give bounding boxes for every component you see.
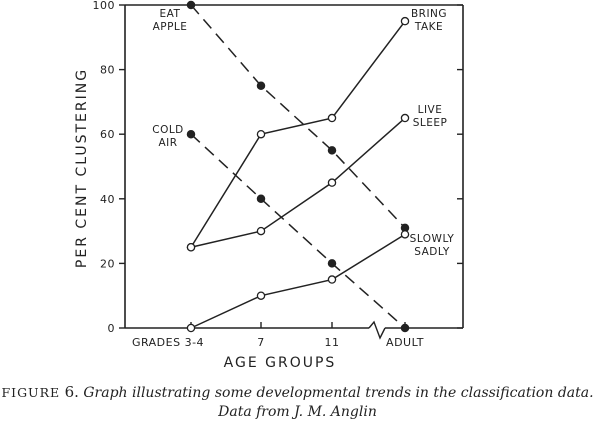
figure-caption: FIGURE 6. Graph illustrating some develo…	[0, 383, 595, 422]
y-axis-title: PER CENT CLUSTERING	[74, 68, 90, 268]
series-line	[190, 4, 406, 229]
y-tick-label: 0	[108, 322, 116, 335]
x-tick-label: ADULT	[386, 336, 424, 349]
data-point	[256, 291, 266, 300]
y-tick-label: 20	[100, 257, 115, 270]
data-point	[186, 323, 196, 333]
series-label-line: AIR	[158, 137, 177, 149]
data-point	[400, 16, 410, 26]
series-label-line: TAKE	[414, 21, 443, 33]
x-axis-title: AGE GROUPS	[224, 355, 337, 370]
caption-text: Graph illustrating some developmental tr…	[83, 385, 594, 420]
data-point	[256, 194, 266, 204]
x-tick-label: 11	[325, 336, 340, 349]
data-point	[327, 146, 337, 155]
series-label-line: SADLY	[414, 246, 450, 258]
series-line	[190, 117, 406, 248]
series-label-line: BRING	[411, 8, 447, 20]
data-point	[400, 113, 410, 123]
series-label-line: SLOWLY	[410, 233, 455, 245]
series-label: EAT APPLE	[153, 8, 188, 33]
y-tick-label: 100	[93, 0, 116, 12]
data-point	[327, 113, 337, 123]
y-tick-label: 60	[100, 128, 115, 141]
series-label: LIVE SLEEP	[413, 104, 448, 129]
series-label-line: SLEEP	[413, 117, 448, 129]
series-markers	[186, 0, 410, 333]
series-line	[190, 133, 406, 329]
series-line	[190, 20, 406, 248]
data-point	[327, 275, 337, 284]
data-point	[327, 178, 337, 187]
series-label: COLD AIR	[152, 124, 184, 149]
series-label-line: COLD	[152, 124, 184, 136]
series-label-line: APPLE	[153, 21, 188, 33]
caption-figure-number: 6.	[64, 383, 79, 401]
x-tick-label: GRADES 3-4	[132, 336, 204, 349]
line-chart: 0 20 40 60 80 100 GRADES 3-4 7 11 ADULT EAT APPLE…	[74, 0, 464, 370]
data-point	[256, 129, 266, 139]
data-point	[327, 259, 337, 268]
data-point	[400, 230, 410, 239]
data-point	[186, 129, 196, 139]
series-label-line: LIVE	[418, 104, 443, 116]
y-tick-label: 40	[100, 193, 115, 206]
series-label: BRING TAKE	[411, 8, 447, 33]
data-point	[400, 323, 410, 333]
series-line	[190, 233, 406, 329]
data-point	[256, 81, 266, 91]
y-tick-label: 80	[100, 64, 115, 77]
data-point	[186, 242, 196, 252]
data-point	[186, 0, 196, 10]
series-label-line: EAT	[160, 8, 181, 20]
x-axis: GRADES 3-4 7 11 ADULT	[132, 322, 424, 349]
y-axis: 0 20 40 60 80 100	[93, 0, 463, 335]
x-axis-break-mark	[368, 320, 386, 340]
series-lines	[190, 4, 406, 329]
series-label: SLOWLY SADLY	[410, 233, 455, 258]
x-tick-label: 7	[257, 336, 265, 349]
data-point	[256, 226, 266, 236]
caption-figure-label: FIGURE	[1, 385, 61, 400]
plot-frame	[124, 4, 464, 340]
